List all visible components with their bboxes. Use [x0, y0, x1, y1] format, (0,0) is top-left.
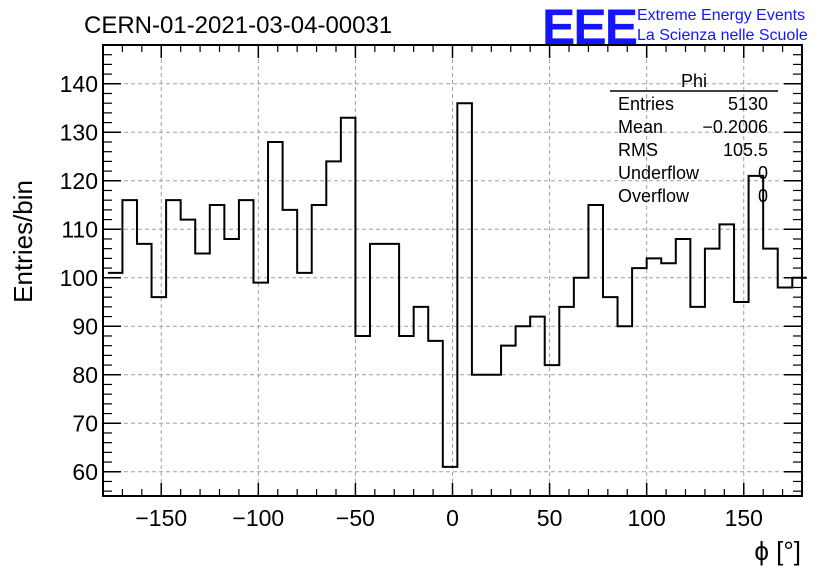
eee-logo-line2: La Scienza nelle Scuole: [637, 27, 808, 44]
stats-label-underflow: Underflow: [618, 163, 700, 183]
y-tick-label: 80: [72, 362, 98, 388]
eee-logo-mark: EEE: [542, 0, 637, 55]
x-tick-label: 150: [725, 505, 763, 531]
stats-value-entries: 5130: [728, 94, 768, 114]
axis-ticks: [103, 45, 802, 496]
x-tick-label: 50: [537, 505, 563, 531]
x-tick-label: 0: [446, 505, 459, 531]
x-tick-label: −50: [336, 505, 375, 531]
stats-label-overflow: Overflow: [618, 186, 690, 206]
axis-tick-labels: −150 −100 −50 0 50 100 150 60 70 80 90 100 110 120 130…: [60, 71, 763, 531]
y-tick-label: 140: [60, 71, 98, 97]
stats-label-entries: Entries: [618, 94, 674, 114]
stats-value-mean: −0.2006: [702, 117, 768, 137]
chart-title: CERN-01-2021-03-04-00031: [84, 12, 392, 39]
plot-frame: [102, 44, 803, 497]
x-tick-label: −100: [232, 505, 284, 531]
stats-title: Phi: [681, 71, 707, 91]
eee-logo-line1: Extreme Energy Events: [637, 7, 805, 24]
y-tick-label: 70: [72, 410, 98, 436]
y-tick-label: 110: [61, 216, 98, 242]
eee-logo: EEE Extreme Energy Events La Scienza nel…: [542, 0, 808, 55]
y-tick-label: 60: [72, 459, 98, 485]
stats-label-mean: Mean: [618, 117, 663, 137]
stats-value-overflow: 0: [758, 186, 768, 206]
stats-box: Phi Entries 5130 Mean −0.2006 RMS 105.5 …: [610, 71, 778, 206]
y-tick-label: 130: [60, 119, 98, 145]
grid-lines: [103, 45, 802, 496]
x-axis-label: ϕ [°]: [754, 536, 801, 566]
y-tick-label: 90: [72, 313, 98, 339]
stats-label-rms: RMS: [618, 140, 658, 160]
y-axis-label: Entries/bin: [8, 180, 38, 303]
y-tick-label: 120: [60, 168, 98, 194]
x-tick-label: 100: [627, 505, 665, 531]
x-tick-label: −150: [135, 505, 187, 531]
stats-value-rms: 105.5: [723, 140, 768, 160]
histogram-step-line: [107, 102, 807, 468]
y-tick-label: 100: [60, 265, 98, 291]
stats-value-underflow: 0: [758, 163, 768, 183]
